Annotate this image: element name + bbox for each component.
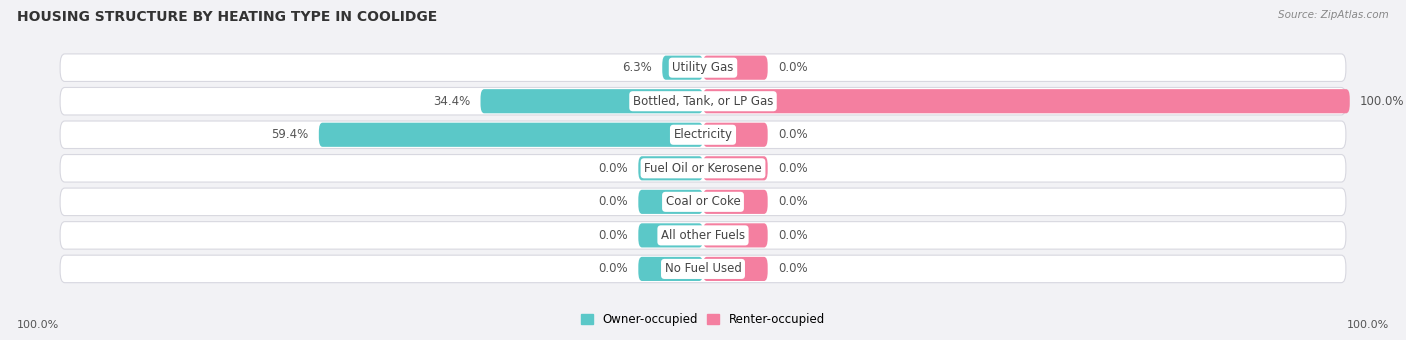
Text: 0.0%: 0.0% — [778, 61, 807, 74]
Text: 34.4%: 34.4% — [433, 95, 470, 108]
Text: Utility Gas: Utility Gas — [672, 61, 734, 74]
FancyBboxPatch shape — [60, 155, 1346, 182]
FancyBboxPatch shape — [60, 87, 1346, 115]
FancyBboxPatch shape — [703, 56, 768, 80]
Text: Electricity: Electricity — [673, 128, 733, 141]
FancyBboxPatch shape — [638, 156, 703, 181]
Text: 100.0%: 100.0% — [1347, 320, 1389, 330]
FancyBboxPatch shape — [703, 190, 768, 214]
FancyBboxPatch shape — [703, 123, 768, 147]
Text: HOUSING STRUCTURE BY HEATING TYPE IN COOLIDGE: HOUSING STRUCTURE BY HEATING TYPE IN COO… — [17, 10, 437, 24]
FancyBboxPatch shape — [60, 54, 1346, 82]
Text: 0.0%: 0.0% — [599, 262, 628, 275]
FancyBboxPatch shape — [638, 223, 703, 248]
FancyBboxPatch shape — [662, 56, 703, 80]
Text: 0.0%: 0.0% — [778, 195, 807, 208]
FancyBboxPatch shape — [60, 222, 1346, 249]
FancyBboxPatch shape — [60, 121, 1346, 149]
Text: 0.0%: 0.0% — [599, 195, 628, 208]
Text: Source: ZipAtlas.com: Source: ZipAtlas.com — [1278, 10, 1389, 20]
Text: Coal or Coke: Coal or Coke — [665, 195, 741, 208]
Text: 6.3%: 6.3% — [623, 61, 652, 74]
FancyBboxPatch shape — [703, 257, 768, 281]
FancyBboxPatch shape — [638, 257, 703, 281]
Text: Fuel Oil or Kerosene: Fuel Oil or Kerosene — [644, 162, 762, 175]
Legend: Owner-occupied, Renter-occupied: Owner-occupied, Renter-occupied — [576, 308, 830, 331]
Text: 0.0%: 0.0% — [599, 229, 628, 242]
Text: 100.0%: 100.0% — [1360, 95, 1405, 108]
Text: No Fuel Used: No Fuel Used — [665, 262, 741, 275]
Text: 0.0%: 0.0% — [599, 162, 628, 175]
Text: 0.0%: 0.0% — [778, 128, 807, 141]
Text: All other Fuels: All other Fuels — [661, 229, 745, 242]
Text: Bottled, Tank, or LP Gas: Bottled, Tank, or LP Gas — [633, 95, 773, 108]
FancyBboxPatch shape — [60, 188, 1346, 216]
FancyBboxPatch shape — [638, 190, 703, 214]
FancyBboxPatch shape — [703, 223, 768, 248]
FancyBboxPatch shape — [703, 89, 1350, 113]
FancyBboxPatch shape — [319, 123, 703, 147]
Text: 0.0%: 0.0% — [778, 262, 807, 275]
FancyBboxPatch shape — [60, 255, 1346, 283]
FancyBboxPatch shape — [481, 89, 703, 113]
Text: 100.0%: 100.0% — [17, 320, 59, 330]
Text: 59.4%: 59.4% — [271, 128, 308, 141]
Text: 0.0%: 0.0% — [778, 229, 807, 242]
FancyBboxPatch shape — [703, 156, 768, 181]
Text: 0.0%: 0.0% — [778, 162, 807, 175]
